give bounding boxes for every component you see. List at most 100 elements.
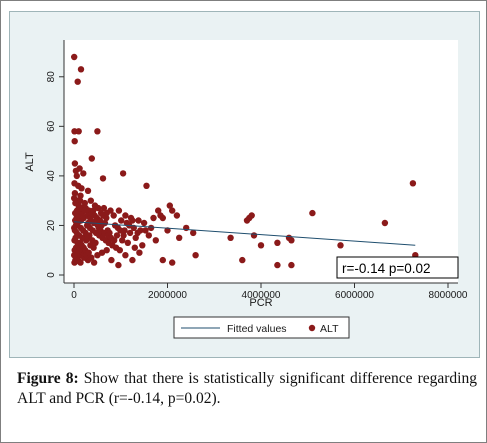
data-point bbox=[72, 234, 79, 241]
data-point bbox=[77, 192, 84, 199]
data-point bbox=[71, 190, 79, 197]
data-point bbox=[239, 256, 246, 264]
scatter-chart: 0 2000000 4000000 6000000 8000000 020406080 … bbox=[24, 40, 468, 339]
data-point bbox=[88, 155, 96, 162]
data-point bbox=[88, 254, 95, 261]
data-point bbox=[142, 227, 149, 234]
data-point bbox=[190, 229, 197, 237]
data-point bbox=[409, 180, 417, 187]
data-point bbox=[159, 214, 166, 222]
data-point bbox=[81, 207, 88, 214]
data-point bbox=[143, 182, 150, 189]
data-point bbox=[113, 232, 121, 239]
y-axis-ticks: 0 20 40 60 80 bbox=[46, 71, 64, 278]
chart-panel: 0 2000000 4000000 6000000 8000000 0 20 40 60 80 … bbox=[9, 11, 480, 358]
data-point bbox=[81, 199, 89, 207]
data-point bbox=[159, 256, 166, 264]
data-point bbox=[117, 227, 124, 234]
data-point bbox=[118, 217, 125, 224]
data-point bbox=[309, 209, 316, 217]
data-point bbox=[77, 259, 84, 266]
data-point bbox=[87, 242, 94, 249]
chart-marks bbox=[71, 53, 419, 269]
data-point bbox=[75, 128, 82, 135]
data-point bbox=[73, 172, 80, 180]
stat-annotation: r=-0.14 p=0.02 bbox=[342, 261, 431, 276]
data-point bbox=[119, 170, 127, 177]
x-tick-label: 8000000 bbox=[429, 290, 468, 301]
data-point bbox=[139, 242, 146, 249]
data-point bbox=[257, 242, 265, 249]
data-point bbox=[134, 229, 141, 237]
data-point bbox=[99, 175, 107, 182]
data-point bbox=[145, 232, 152, 239]
legend-series-swatch bbox=[308, 324, 316, 332]
data-point bbox=[75, 204, 83, 212]
data-point bbox=[103, 247, 110, 254]
y-tick-label: 60 bbox=[46, 120, 57, 132]
data-point bbox=[90, 259, 98, 266]
data-point bbox=[116, 247, 124, 254]
data-point bbox=[152, 237, 159, 244]
data-point bbox=[127, 214, 135, 222]
legend-series-label: ALT bbox=[320, 323, 339, 335]
x-tick-label: 6000000 bbox=[335, 290, 374, 301]
data-point bbox=[337, 242, 344, 249]
data-point bbox=[288, 237, 295, 244]
data-point bbox=[92, 239, 99, 246]
data-point bbox=[78, 242, 85, 249]
data-point bbox=[94, 128, 101, 135]
data-point bbox=[122, 252, 129, 259]
data-point bbox=[131, 244, 138, 251]
data-point bbox=[132, 234, 139, 241]
data-point bbox=[115, 207, 123, 214]
data-point bbox=[73, 249, 80, 256]
data-point bbox=[169, 259, 176, 266]
figure-caption: Figure 8: Show that there is statistical… bbox=[17, 369, 477, 409]
y-tick-label: 0 bbox=[46, 272, 57, 278]
data-point bbox=[176, 234, 183, 241]
data-point bbox=[123, 219, 130, 227]
fitted-line bbox=[73, 221, 416, 246]
data-point bbox=[80, 170, 87, 177]
data-point bbox=[78, 185, 85, 192]
data-point bbox=[119, 237, 126, 244]
data-point bbox=[274, 239, 281, 246]
data-point bbox=[111, 237, 118, 244]
data-point bbox=[381, 219, 389, 227]
data-point bbox=[227, 234, 234, 241]
data-point bbox=[120, 232, 127, 239]
data-point bbox=[103, 214, 110, 222]
y-tick-label: 40 bbox=[46, 170, 57, 182]
stat-annotation-box bbox=[336, 256, 459, 279]
x-tick-label: 2000000 bbox=[148, 290, 187, 301]
data-point bbox=[155, 207, 162, 214]
data-point bbox=[135, 217, 142, 224]
data-point bbox=[101, 219, 109, 227]
x-axis-ticks: 0 2000000 4000000 6000000 8000000 bbox=[71, 283, 468, 301]
data-point bbox=[173, 212, 181, 219]
data-point bbox=[140, 219, 148, 227]
x-tick-label: 0 bbox=[71, 290, 77, 301]
data-point bbox=[124, 239, 131, 246]
data-point bbox=[91, 212, 98, 219]
data-point bbox=[100, 204, 108, 212]
data-point bbox=[74, 78, 81, 85]
data-point bbox=[192, 252, 199, 259]
data-point bbox=[110, 212, 117, 219]
data-point bbox=[108, 256, 115, 264]
data-point bbox=[71, 138, 78, 145]
data-point bbox=[94, 252, 101, 259]
data-point bbox=[164, 227, 171, 234]
data-point bbox=[169, 207, 176, 214]
data-point bbox=[166, 202, 173, 209]
data-point bbox=[129, 256, 136, 264]
data-point bbox=[84, 187, 92, 194]
data-point bbox=[122, 212, 129, 219]
data-point bbox=[274, 261, 281, 269]
data-point bbox=[136, 249, 143, 256]
data-point bbox=[183, 224, 190, 232]
x-tick-label: 4000000 bbox=[242, 290, 281, 301]
y-tick-label: 20 bbox=[46, 219, 57, 231]
